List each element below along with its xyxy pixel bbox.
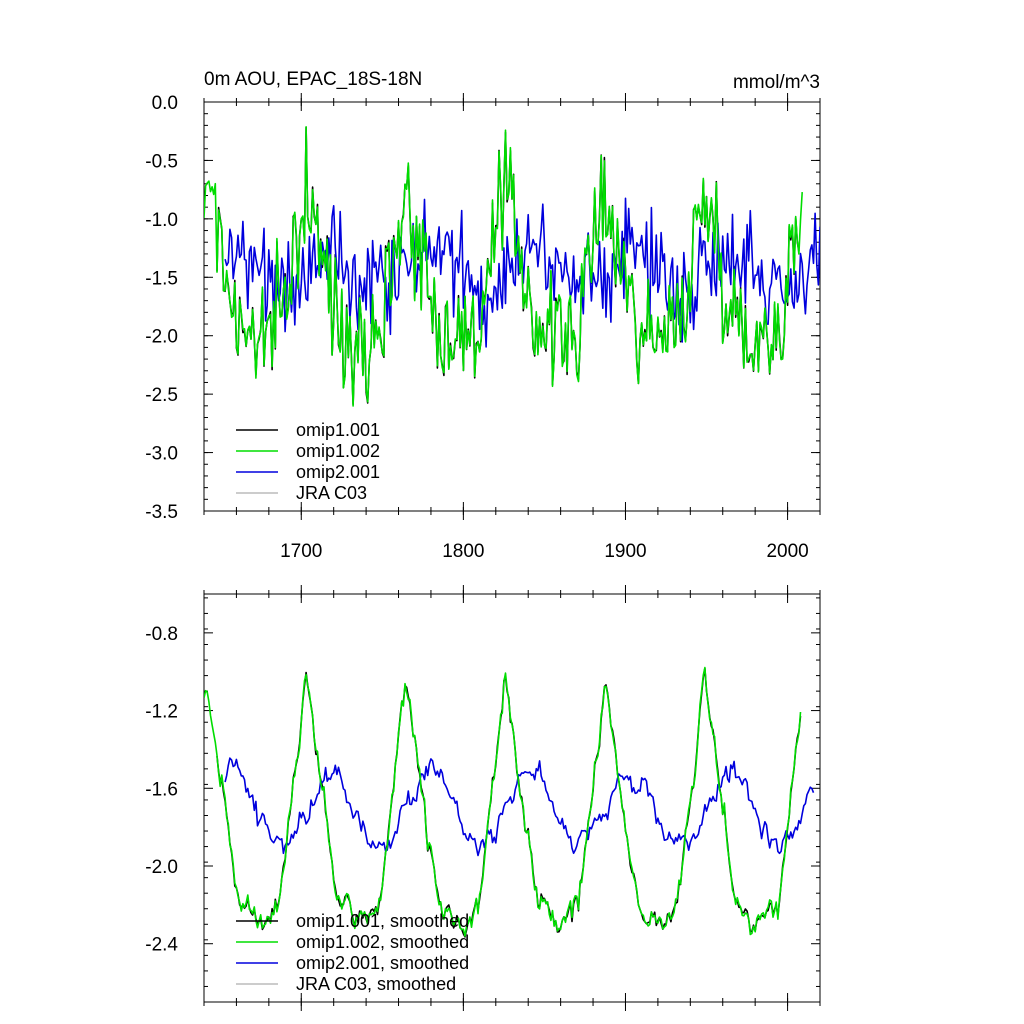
y-tick-label: -1.5 [145,268,178,289]
y-tick-label: -2.5 [145,385,178,406]
plot-frame [203,593,821,1003]
units-label: mmol/m^3 [733,72,820,93]
legend-label: omip2.001 [296,462,380,482]
top-panel: 0m AOU, EPAC_18S-18N mmol/m^3 [204,69,820,93]
legend-label: omip1.001 [296,420,380,440]
series-line-omip1-002-smoothed [204,666,802,937]
series-group [204,666,815,938]
y-tick-label: -2.4 [145,935,178,956]
x-tick-label: 2000 [766,541,808,562]
series-line-omip1-001-smoothed [216,667,802,938]
y-tick-label: -1.0 [145,210,178,231]
y-tick-label: -0.8 [145,624,178,645]
legend-label: omip1.002, smoothed [296,932,469,952]
legend-label: omip1.002 [296,441,380,461]
legend-label: omip2.001, smoothed [296,953,469,973]
series-group [204,126,820,407]
y-tick-label: -1.6 [145,779,178,800]
x-tick-label: 1900 [604,541,646,562]
top-chart: 0.0 -0.5 -1.0 -1.5 -2.0 -2.5 -3.0 -3.5 1700 1800 1… [145,93,821,562]
plot-frame [203,101,821,512]
series-line-omip2-001-smoothed [224,757,815,857]
legend-label: JRA C03, smoothed [296,974,456,994]
y-tick-label: -1.2 [145,702,178,723]
y-tick-label: -0.5 [145,151,178,172]
y-tick-label: 0.0 [152,93,178,114]
y-tick-label: -2.0 [145,857,178,878]
legend-label: omip1.001, smoothed [296,911,469,931]
x-tick-label: 1800 [442,541,484,562]
y-tick-label: -3.0 [145,444,178,465]
y-tick-label: -3.5 [145,502,178,523]
x-tick-label: 1700 [280,541,322,562]
legend-label: JRA C03 [296,483,367,503]
series-line-omip1-002 [204,126,803,407]
chart-title: 0m AOU, EPAC_18S-18N [204,69,422,90]
y-tick-label: -2.0 [145,327,178,348]
